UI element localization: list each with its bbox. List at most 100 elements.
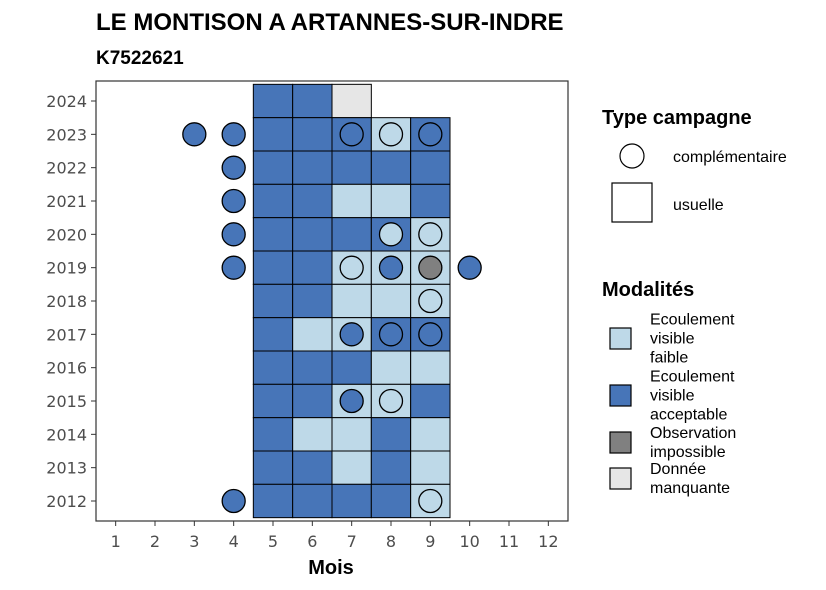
tile-usuelle-2015-6 [292, 383, 333, 419]
legend-shape-item-usuelle: usuelle [673, 197, 724, 214]
point-complementaire-2015-8 [378, 388, 404, 414]
tile-usuelle-2021-6 [292, 183, 333, 219]
chart-subtitle: K7522621 [96, 48, 184, 69]
tile-usuelle-2014-8 [370, 417, 412, 452]
tile-usuelle-2018-7 [331, 283, 372, 319]
tile-usuelle-2015-5 [252, 383, 294, 419]
legend-fill-label-0: Ecoulement visible faible [650, 312, 735, 367]
tile-usuelle-2022-7 [331, 150, 372, 185]
point-complementaire-2015-7 [339, 388, 364, 414]
x-tick-label-11: 11 [499, 532, 519, 551]
tile-usuelle-2014-7 [331, 417, 372, 452]
tile-usuelle-2022-6 [292, 150, 333, 185]
point-complementaire-2017-9 [418, 322, 443, 347]
point-complementaire-2023-8 [378, 122, 404, 147]
tile-usuelle-2022-8 [370, 150, 412, 185]
tile-usuelle-2014-5 [252, 417, 294, 452]
tile-usuelle-2023-5 [252, 117, 294, 152]
legend-fill-label-line: visible [650, 331, 695, 348]
tile-usuelle-2016-5 [252, 350, 294, 385]
tile-usuelle-2012-5 [252, 483, 294, 519]
chart-title: LE MONTISON A ARTANNES-SUR-INDRE [96, 9, 564, 36]
point-complementaire-2023-4 [221, 122, 246, 147]
tile-usuelle-2015-9 [410, 383, 451, 419]
tile-usuelle-2013-7 [331, 450, 372, 485]
legend-type-campagne: Type campagne complémentaire usuelle [602, 107, 787, 223]
x-tick-label-4: 4 [229, 532, 239, 551]
point-complementaire-2017-8 [378, 322, 404, 347]
y-tick-label-2022: 2022 [46, 159, 87, 178]
legend-fill-label-line: manquante [650, 480, 730, 497]
tile-usuelle-2014-6 [292, 417, 333, 452]
legend-fill-label-line: Observation [650, 425, 736, 442]
tile-usuelle-2018-5 [252, 283, 294, 319]
tile-usuelle-2013-6 [292, 450, 333, 485]
tile-usuelle-2020-5 [252, 217, 294, 252]
axes: 1 2 3 4 5 6 7 8 9 10 11 122012201320142015201620172… [46, 92, 558, 551]
y-tick-label-2012: 2012 [46, 492, 87, 511]
point-complementaire-2020-9 [418, 222, 443, 247]
point-complementaire-2018-9 [418, 288, 443, 314]
point-complementaire-2019-7 [339, 255, 364, 280]
tile-usuelle-2018-8 [370, 283, 412, 319]
point-complementaire-2019-10 [457, 255, 482, 280]
tile-usuelle-2021-9 [410, 183, 451, 219]
y-tick-label-2019: 2019 [46, 259, 87, 278]
point-complementaire-2023-9 [418, 122, 443, 147]
x-tick-label-7: 7 [347, 532, 357, 551]
legend-fill-key-3 [609, 467, 632, 490]
point-complementaire-2012-4 [221, 488, 246, 514]
tile-usuelle-2020-6 [292, 217, 333, 252]
tile-usuelle-2014-9 [410, 417, 451, 452]
tile-usuelle-2016-9 [410, 350, 451, 385]
point-complementaire-2023-3 [182, 122, 207, 147]
point-complementaire-2022-4 [221, 155, 246, 180]
x-axis-title: Mois [308, 557, 354, 579]
y-tick-label-2016: 2016 [46, 359, 87, 378]
point-complementaire-2017-7 [339, 322, 364, 347]
x-tick-label-5: 5 [268, 532, 278, 551]
tile-usuelle-2024-5 [252, 83, 294, 119]
legend-fill-label-3: Donnée manquante [650, 461, 730, 497]
point-complementaire-2023-7 [339, 122, 364, 147]
x-tick-label-12: 12 [538, 532, 558, 551]
plot-area [95, 80, 569, 522]
point-complementaire-2020-4 [221, 222, 246, 247]
tile-usuelle-2018-6 [292, 283, 333, 319]
tile-usuelle-2020-7 [331, 217, 372, 252]
x-tick-label-3: 3 [189, 532, 199, 551]
y-tick-label-2013: 2013 [46, 459, 87, 478]
legend-fill-key-2 [609, 431, 632, 454]
tile-usuelle-2021-8 [370, 183, 412, 219]
legend-fill-label-line: acceptable [650, 407, 727, 424]
tile-usuelle-2012-7 [331, 483, 372, 519]
y-tick-label-2023: 2023 [46, 125, 87, 144]
y-tick-label-2018: 2018 [46, 292, 87, 311]
legend-fill-key-0 [609, 327, 632, 350]
tile-usuelle-2012-6 [292, 483, 333, 519]
legend-fill-label-line: Ecoulement [650, 369, 735, 386]
legend-shape-title: Type campagne [602, 107, 752, 129]
point-complementaire-2021-4 [221, 188, 246, 214]
tile-usuelle-2016-6 [292, 350, 333, 385]
legend-fill-title: Modalités [602, 279, 694, 301]
tile-usuelle-2022-5 [252, 150, 294, 185]
tile-usuelle-2019-6 [292, 250, 333, 285]
tile-usuelle-2013-8 [370, 450, 412, 485]
legend-fill-label-2: Observation impossible [650, 425, 736, 461]
tile-usuelle-2013-5 [252, 450, 294, 485]
legend-fill-label-1: Ecoulement visible acceptable [650, 369, 735, 424]
tile-usuelle-2012-8 [370, 483, 412, 519]
y-tick-label-2024: 2024 [46, 92, 87, 111]
tile-usuelle-2021-5 [252, 183, 294, 219]
tile-usuelle-2016-7 [331, 350, 372, 385]
legend-fill-label-line: impossible [650, 444, 726, 461]
point-complementaire-2019-9 [418, 255, 443, 280]
tile-usuelle-2021-7 [331, 183, 372, 219]
tile-usuelle-2017-6 [292, 317, 333, 352]
point-complementaire-2012-9 [418, 488, 443, 514]
legend-fill-label-line: Ecoulement [650, 312, 735, 329]
point-complementaire-2019-4 [221, 255, 246, 280]
x-tick-label-10: 10 [459, 532, 479, 551]
